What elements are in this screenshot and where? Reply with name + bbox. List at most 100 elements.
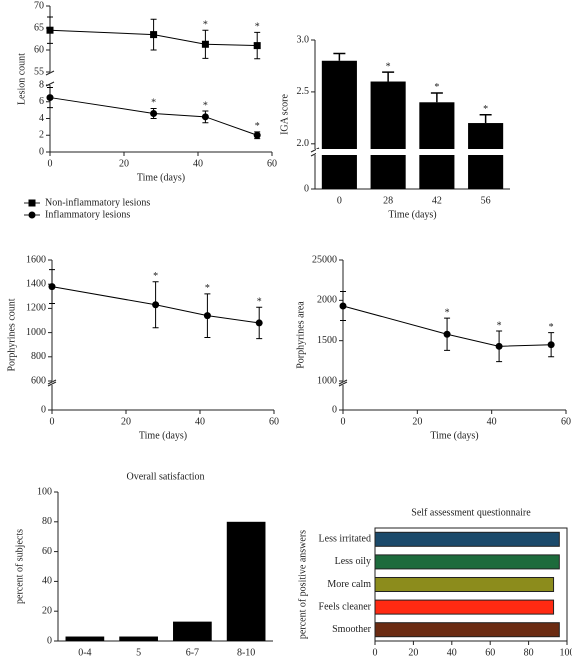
significance: * <box>445 307 450 318</box>
x-tick-label: 42 <box>432 195 442 206</box>
marker <box>547 341 555 349</box>
bar <box>419 102 455 189</box>
y-tick-label: Feels cleaner <box>319 601 372 612</box>
y-tick-label: 600 <box>31 375 46 386</box>
y-tick-label: 0 <box>47 635 52 646</box>
significance: * <box>549 322 554 333</box>
bar <box>370 81 406 189</box>
axis-break <box>47 381 57 387</box>
y-tick-label: 1500 <box>317 335 337 346</box>
significance: * <box>497 320 502 331</box>
marker <box>46 94 54 102</box>
y-tick-label: 800 <box>31 351 46 362</box>
bar <box>65 636 105 641</box>
marker <box>150 31 158 39</box>
y-tick-label: 8 <box>39 79 44 90</box>
x-tick-label: 20 <box>119 158 129 169</box>
x-tick-label: 60 <box>485 647 495 657</box>
y-tick-label: 1000 <box>26 327 46 338</box>
y-tick-label: 1400 <box>26 278 46 289</box>
error-bar <box>479 113 492 124</box>
y-tick-label: 4 <box>39 113 44 124</box>
marker <box>201 113 209 121</box>
y-tick-label: 25000 <box>312 254 337 265</box>
y-tick-label: 0 <box>41 404 46 415</box>
x-tick-label: 0-4 <box>78 647 91 657</box>
series-line <box>342 305 552 347</box>
bar <box>374 554 560 570</box>
x-tick-label: 6-7 <box>186 647 199 657</box>
y-tick-label: 2000 <box>317 295 337 306</box>
y-tick-label: 100 <box>37 486 52 497</box>
x-tick-label: 5 <box>136 647 141 657</box>
y-tick-label: Smoother <box>332 624 372 635</box>
significance: * <box>255 22 260 33</box>
y-tick-label: 3.0 <box>297 34 310 45</box>
x-tick-label: 40 <box>487 416 497 427</box>
error-bar <box>430 92 443 103</box>
x-tick-label: 8-10 <box>237 647 255 657</box>
axis-gap <box>316 149 511 155</box>
bar <box>321 60 357 190</box>
x-tick-label: 0 <box>48 158 53 169</box>
bar <box>226 521 266 641</box>
x-tick-label: 20 <box>412 416 422 427</box>
x-axis-label: Time (days) <box>430 430 478 441</box>
x-tick-label: 0 <box>341 416 346 427</box>
y-axis-label: percent of subjects <box>14 529 25 604</box>
y-tick-label: Less oily <box>335 556 371 567</box>
y-tick-label: 0 <box>304 183 309 194</box>
bar <box>173 621 212 641</box>
x-tick-label: 20 <box>121 416 131 427</box>
error-bar <box>333 52 346 61</box>
significance: * <box>255 121 260 132</box>
y-tick-label: 1000 <box>317 375 337 386</box>
y-tick-label: 1600 <box>26 254 46 265</box>
y-tick-label: 40 <box>42 576 52 587</box>
marker <box>495 342 503 350</box>
significance: * <box>151 98 156 109</box>
x-axis-label: Time (days) <box>137 172 185 183</box>
significance: * <box>205 283 210 294</box>
y-tick-label: 2.5 <box>297 86 310 97</box>
y-axis-label: IGA score <box>279 94 290 135</box>
marker <box>150 109 158 117</box>
chart-title: Overall satisfaction <box>126 471 204 482</box>
y-axis-label: Porphyrines count <box>6 298 17 371</box>
marker <box>443 330 451 338</box>
y-tick-label: 20 <box>42 605 52 616</box>
significance: * <box>257 296 262 307</box>
y-tick-label: 2 <box>39 130 44 141</box>
x-tick-label: 40 <box>195 416 205 427</box>
bar <box>374 599 555 615</box>
y-tick-label: 60 <box>34 44 44 55</box>
legend-label: Non-inflammatory lesions <box>45 197 150 208</box>
axis-break <box>338 381 348 387</box>
x-tick-label: 28 <box>383 195 393 206</box>
marker <box>339 302 347 310</box>
x-tick-label: 80 <box>524 647 534 657</box>
marker <box>201 40 209 48</box>
x-tick-label: 100 <box>560 647 572 657</box>
x-axis-label: Time (days) <box>388 209 436 220</box>
significance: * <box>203 100 208 111</box>
y-tick-label: 0 <box>39 146 44 157</box>
y-tick-label: 1200 <box>26 303 46 314</box>
marker <box>46 26 54 34</box>
x-tick-label: 40 <box>193 158 203 169</box>
y-tick-label: 70 <box>34 0 44 11</box>
significance: * <box>483 104 488 115</box>
x-tick-label: 60 <box>561 416 571 427</box>
marker <box>152 301 160 309</box>
y-tick-label: More calm <box>327 579 371 590</box>
significance: * <box>153 271 158 282</box>
marker <box>28 199 36 207</box>
y-tick-label: 6 <box>39 96 44 107</box>
series-line <box>51 286 260 324</box>
axis-break <box>45 70 55 76</box>
y-axis-label: percent of positive answers <box>297 530 308 639</box>
x-tick-label: 56 <box>481 195 491 206</box>
bar <box>468 123 504 189</box>
